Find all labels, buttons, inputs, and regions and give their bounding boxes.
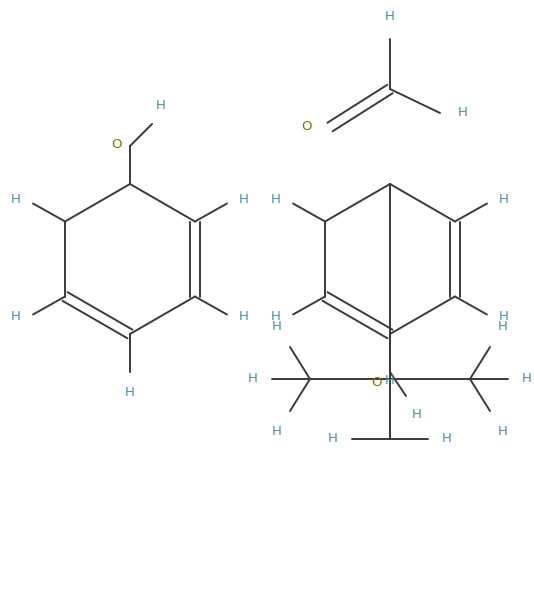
Text: H: H [272, 425, 282, 438]
Text: H: H [385, 374, 395, 387]
Text: H: H [458, 107, 468, 119]
Text: H: H [272, 320, 282, 333]
Text: O: O [302, 120, 312, 134]
Text: H: H [11, 193, 21, 206]
Text: O: O [372, 376, 382, 389]
Text: O: O [112, 138, 122, 150]
Text: H: H [11, 310, 21, 323]
Text: H: H [499, 193, 509, 206]
Text: H: H [412, 408, 422, 421]
Text: H: H [328, 432, 338, 446]
Text: H: H [385, 10, 395, 23]
Text: H: H [271, 310, 281, 323]
Text: H: H [239, 310, 249, 323]
Text: H: H [248, 373, 258, 386]
Text: H: H [499, 310, 509, 323]
Text: H: H [442, 432, 452, 446]
Text: H: H [498, 320, 508, 333]
Text: H: H [498, 425, 508, 438]
Text: H: H [125, 386, 135, 399]
Text: H: H [239, 193, 249, 206]
Text: H: H [271, 193, 281, 206]
Text: H: H [522, 373, 532, 386]
Text: H: H [156, 99, 166, 112]
